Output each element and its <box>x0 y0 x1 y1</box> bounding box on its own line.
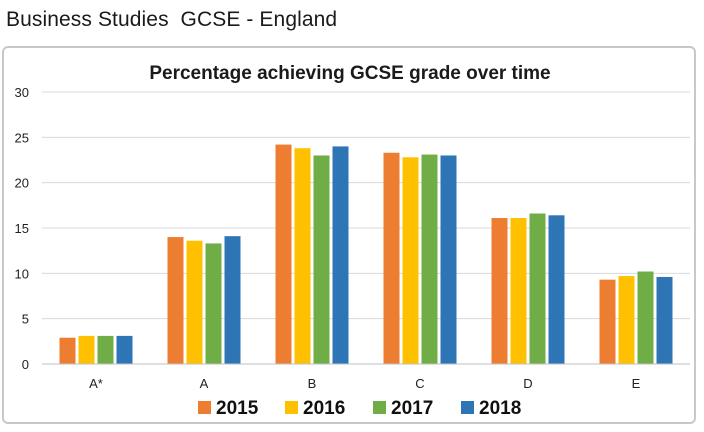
bar-2018-A <box>224 236 241 364</box>
gridlines <box>42 91 690 320</box>
x-tick-label: C <box>415 376 424 391</box>
bar-2018-B <box>332 146 349 364</box>
bar-2015-E <box>599 279 616 364</box>
bar-2016-D <box>510 218 527 364</box>
x-tick-label: A* <box>89 376 103 391</box>
bar-2017-A <box>205 243 222 364</box>
legend-label-2015: 2015 <box>216 398 259 419</box>
bar-2016-A <box>186 240 203 364</box>
legend-swatch-2016 <box>285 401 298 414</box>
y-tick-label: 15 <box>15 221 29 236</box>
bar-2015-C <box>383 152 400 364</box>
bar-2018-D <box>548 215 565 364</box>
legend-label-2018: 2018 <box>479 398 521 419</box>
legend-label-2017: 2017 <box>391 398 433 419</box>
x-tick-label: D <box>523 376 532 391</box>
bar-2018-C <box>440 155 457 364</box>
y-tick-label: 25 <box>15 130 29 145</box>
legend-label-2016: 2016 <box>303 398 345 419</box>
bar-2017-B <box>313 155 330 364</box>
bar-2015-A* <box>59 337 76 364</box>
bar-2015-A <box>167 237 184 364</box>
page-heading: Business Studies GCSE - England <box>6 8 338 31</box>
y-tick-label: 30 <box>15 85 29 100</box>
y-tick-label: 20 <box>15 176 29 191</box>
bar-2016-B <box>294 148 311 364</box>
bar-2016-A* <box>78 335 95 364</box>
x-tick-label: E <box>632 376 641 391</box>
bar-2018-E <box>656 276 673 364</box>
bar-2017-D <box>529 213 546 364</box>
bar-2017-E <box>637 271 654 364</box>
chart-title: Percentage achieving GCSE grade over tim… <box>149 63 550 84</box>
x-tick-label: A <box>200 376 209 391</box>
legend: 2015 2016 2017 2018 <box>198 398 521 419</box>
axes: 0 5 10 15 20 25 30 A* A B C D E <box>15 85 690 391</box>
y-tick-label: 5 <box>22 312 29 327</box>
legend-swatch-2018 <box>461 401 474 414</box>
bar-2016-E <box>618 276 635 364</box>
y-tick-label: 10 <box>15 266 29 281</box>
y-tick-label: 0 <box>22 357 29 372</box>
bars <box>59 144 673 364</box>
legend-swatch-2017 <box>373 401 386 414</box>
bar-2015-D <box>491 218 508 364</box>
bar-2016-C <box>402 157 419 364</box>
bar-2015-B <box>275 144 292 364</box>
bar-2017-C <box>421 154 438 364</box>
bar-2017-A* <box>97 335 114 364</box>
bar-2018-A* <box>116 335 133 364</box>
x-tick-label: B <box>308 376 317 391</box>
legend-swatch-2015 <box>198 401 211 414</box>
